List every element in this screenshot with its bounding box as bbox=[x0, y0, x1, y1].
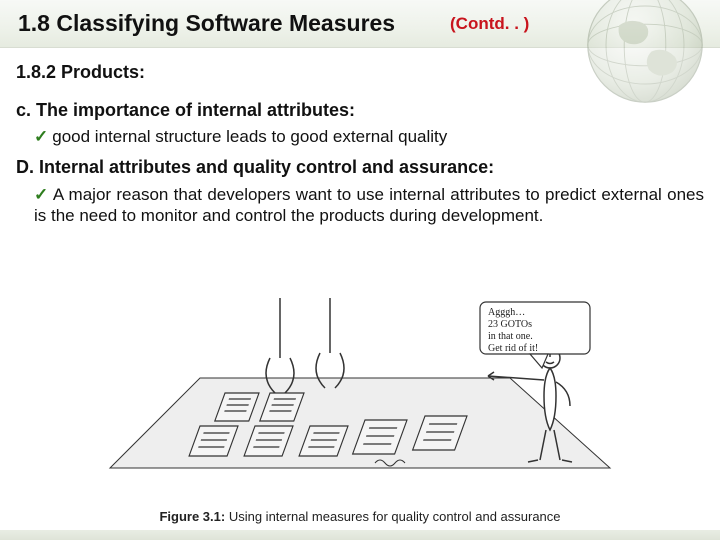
footer-band bbox=[0, 530, 720, 540]
speech-line-2: 23 GOTOs bbox=[488, 319, 532, 330]
point-c-heading: c. The importance of internal attributes… bbox=[16, 100, 704, 121]
figure-caption: Figure 3.1: Using internal measures for … bbox=[159, 509, 560, 524]
contd-label: (Contd. . ) bbox=[450, 14, 529, 34]
point-c-bullet: ✓ good internal structure leads to good … bbox=[34, 127, 704, 147]
point-c-text: good internal structure leads to good ex… bbox=[52, 127, 447, 147]
point-d-text: A major reason that developers want to u… bbox=[34, 185, 704, 225]
speech-line-1: Agggh… bbox=[488, 307, 525, 318]
speech-bubble: Agggh… 23 GOTOs in that one. Get rid of … bbox=[480, 302, 590, 368]
point-d-bullet: ✓A major reason that developers want to … bbox=[34, 184, 704, 227]
speech-line-3: in that one. bbox=[488, 331, 533, 342]
check-icon: ✓ bbox=[34, 127, 48, 147]
point-d-heading: D. Internal attributes and quality contr… bbox=[16, 157, 704, 178]
figure-caption-label: Figure 3.1: bbox=[159, 509, 225, 524]
section-heading: 1.8.2 Products: bbox=[16, 62, 145, 83]
speech-line-4: Get rid of it! bbox=[488, 343, 538, 354]
figure-area: Agggh… 23 GOTOs in that one. Get rid of … bbox=[80, 298, 640, 498]
slide-title: 1.8 Classifying Software Measures bbox=[18, 10, 395, 37]
globe-decoration bbox=[580, 0, 710, 110]
figure-sketch: Agggh… 23 GOTOs in that one. Get rid of … bbox=[80, 298, 640, 498]
content-area: c. The importance of internal attributes… bbox=[16, 100, 704, 227]
check-icon: ✓ bbox=[34, 185, 49, 204]
figure-caption-text: Using internal measures for quality cont… bbox=[225, 509, 560, 524]
